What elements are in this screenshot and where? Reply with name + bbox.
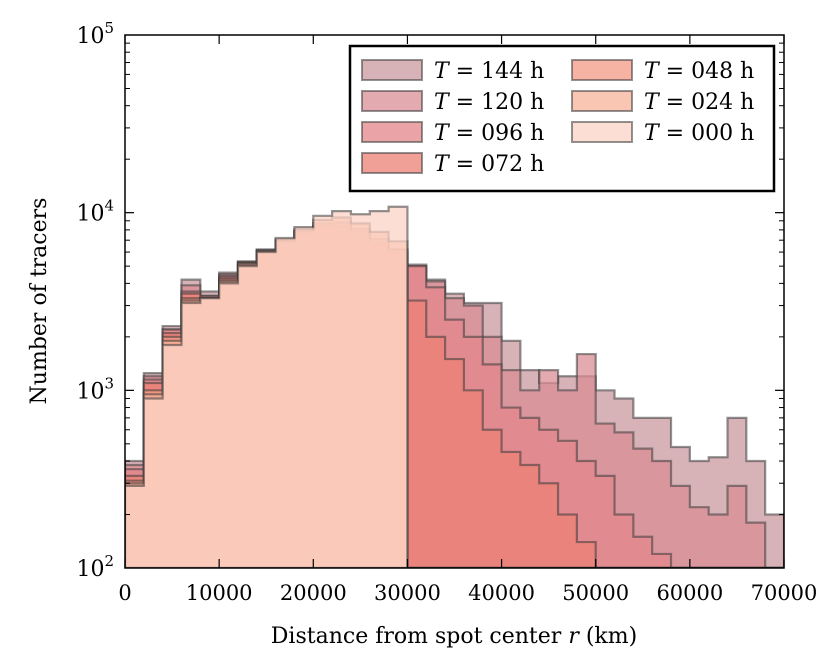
legend-label-variable: T [434, 121, 451, 146]
legend-label-variable: T [434, 59, 451, 84]
legend-item: T = 072 h [361, 152, 544, 177]
legend-swatch [361, 152, 423, 174]
legend-item: T = 144 h [361, 59, 544, 84]
y-tick-label-exponent: 4 [104, 197, 114, 215]
x-axis-label-unit: (km) [586, 624, 637, 649]
legend-label: T = 120 h [434, 90, 544, 115]
x-tick-label: 40000 [468, 581, 535, 605]
legend-item: T = 024 h [571, 90, 754, 115]
x-tick-label: 60000 [656, 581, 723, 605]
x-tick-label: 70000 [751, 581, 818, 605]
plot-frame [124, 34, 785, 569]
y-tick-label: 103 [76, 374, 114, 404]
y-tick-label: 105 [76, 19, 114, 49]
legend-label-value: = 048 h [659, 59, 755, 84]
legend-label-value: = 024 h [659, 90, 755, 115]
y-axis-label: Number of tracers [27, 198, 52, 405]
x-axis-label: Distance from spot center r (km) [271, 624, 637, 649]
y-tick-label: 102 [76, 552, 114, 582]
legend-label-variable: T [434, 90, 451, 115]
legend-swatch [361, 90, 423, 112]
legend-label-value: = 000 h [659, 121, 755, 146]
x-axis-label-variable: r [568, 624, 580, 649]
legend-item: T = 096 h [361, 121, 544, 146]
legend-label-value: = 072 h [449, 152, 545, 177]
legend-swatch [571, 121, 633, 143]
legend-label: T = 048 h [644, 59, 754, 84]
y-tick-label: 104 [76, 197, 114, 227]
legend-swatch [361, 121, 423, 143]
x-tick-label: 0 [118, 581, 131, 605]
y-tick-label-exponent: 2 [104, 552, 114, 570]
legend-item: T = 000 h [571, 121, 754, 146]
legend-label-value: = 096 h [449, 121, 545, 146]
x-tick-label: 20000 [280, 581, 347, 605]
legend-label-variable: T [644, 59, 661, 84]
legend-label-variable: T [434, 152, 451, 177]
legend-label: T = 072 h [434, 152, 544, 177]
y-tick-label-base: 10 [76, 24, 104, 49]
legend-item: T = 048 h [571, 59, 754, 84]
x-tick-label: 50000 [562, 581, 629, 605]
legend-label: T = 096 h [434, 121, 544, 146]
legend-label-value: = 144 h [449, 59, 545, 84]
legend-swatch [571, 90, 633, 112]
legend-label-variable: T [644, 121, 661, 146]
legend-label: T = 024 h [644, 90, 754, 115]
y-tick-label-base: 10 [76, 202, 104, 227]
y-tick-label-exponent: 5 [104, 19, 114, 37]
legend-swatch [361, 59, 423, 81]
y-tick-label-base: 10 [76, 557, 104, 582]
x-axis-label-text: Distance from spot center [271, 624, 562, 649]
histogram-series-6 [125, 205, 784, 568]
axis-ticks [124, 34, 785, 569]
y-tick-label-base: 10 [76, 379, 104, 404]
legend-label-value: = 120 h [449, 90, 545, 115]
legend-label-variable: T [644, 90, 661, 115]
legend-item: T = 120 h [361, 90, 544, 115]
histogram-bars [125, 205, 784, 568]
x-tick-label: 30000 [374, 581, 441, 605]
legend-label: T = 144 h [434, 59, 544, 84]
legend: T = 144 hT = 120 hT = 096 hT = 072 hT = … [348, 44, 776, 193]
y-tick-label-exponent: 3 [104, 374, 114, 392]
x-tick-label: 10000 [186, 581, 253, 605]
x-tick-labels: 0 10000 20000 30000 40000 50000 60000 70000 [118, 581, 817, 605]
legend-label: T = 000 h [644, 121, 754, 146]
legend-swatch [571, 59, 633, 81]
